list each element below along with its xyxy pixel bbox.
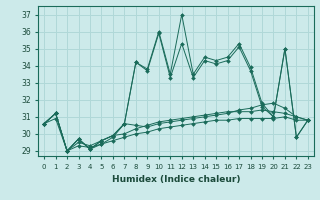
X-axis label: Humidex (Indice chaleur): Humidex (Indice chaleur): [112, 175, 240, 184]
